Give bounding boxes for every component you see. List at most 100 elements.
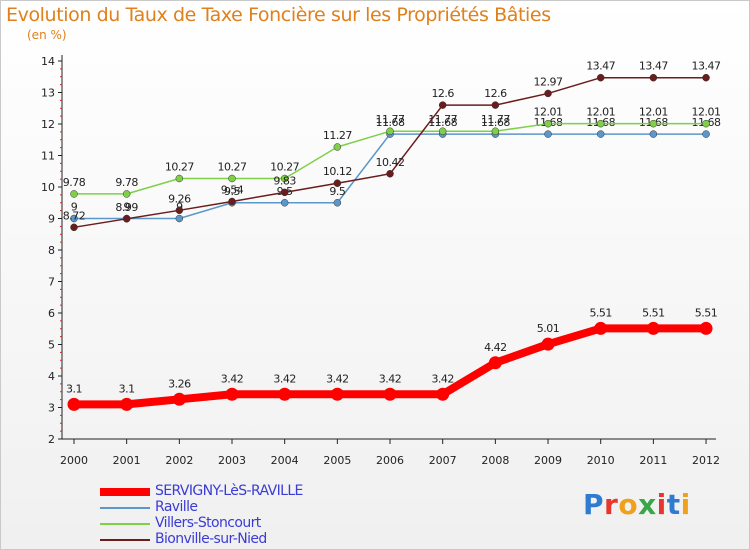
data-point bbox=[702, 130, 710, 138]
data-label: 9.5 bbox=[329, 185, 345, 198]
data-point bbox=[120, 397, 134, 411]
y-tick-label: 8 bbox=[48, 244, 55, 257]
data-point bbox=[436, 387, 450, 401]
data-point bbox=[333, 179, 342, 187]
chart-title: Evolution du Taux de Taxe Foncière sur l… bbox=[6, 4, 551, 26]
y-tick-label: 5 bbox=[48, 339, 55, 352]
y-tick-label: 9 bbox=[48, 213, 55, 226]
data-label: 9 bbox=[123, 201, 130, 214]
y-tick-label: 4 bbox=[48, 370, 55, 383]
logo-letter: o bbox=[618, 488, 639, 521]
x-tick-label: 2003 bbox=[218, 454, 246, 467]
data-point bbox=[596, 130, 605, 138]
data-label: 3.42 bbox=[221, 372, 244, 385]
data-label: 9.78 bbox=[63, 176, 86, 189]
data-label: 11.68 bbox=[428, 116, 457, 129]
data-label: 3.42 bbox=[273, 372, 296, 385]
data-point bbox=[646, 321, 660, 335]
data-label: 5.51 bbox=[589, 306, 612, 319]
legend-swatch bbox=[100, 488, 150, 496]
proxiti-logo: Proxiti bbox=[583, 488, 691, 521]
data-point bbox=[67, 397, 81, 411]
data-point bbox=[175, 206, 184, 215]
data-point bbox=[544, 130, 552, 138]
data-point bbox=[488, 356, 502, 370]
data-point bbox=[280, 199, 289, 207]
data-label: 13.47 bbox=[692, 60, 721, 73]
x-tick-label: 2002 bbox=[165, 454, 193, 467]
data-point bbox=[491, 101, 500, 109]
data-point bbox=[175, 214, 184, 223]
data-point bbox=[225, 387, 239, 401]
data-point bbox=[541, 337, 555, 351]
y-tick-label: 10 bbox=[41, 181, 55, 194]
data-label: 3.42 bbox=[431, 372, 454, 385]
chart-unit: (en %) bbox=[27, 28, 67, 42]
x-tick-label: 2008 bbox=[481, 454, 509, 467]
data-label: 5.51 bbox=[695, 306, 718, 319]
x-tick-label: 2001 bbox=[113, 454, 141, 467]
legend-swatch bbox=[100, 539, 150, 541]
data-label: 13.47 bbox=[586, 60, 615, 73]
data-label: 4.42 bbox=[484, 341, 507, 354]
y-tick-label: 11 bbox=[41, 150, 55, 163]
y-tick-label: 6 bbox=[48, 307, 55, 320]
data-point bbox=[333, 199, 342, 207]
x-tick-label: 2007 bbox=[429, 454, 457, 467]
data-label: 11.27 bbox=[323, 129, 352, 142]
data-label: 11.68 bbox=[376, 116, 405, 129]
legend-label: Bionville-sur-Nied bbox=[155, 531, 267, 547]
data-label: 3.26 bbox=[168, 377, 191, 390]
x-tick-label: 2000 bbox=[60, 454, 88, 467]
data-point bbox=[491, 127, 500, 135]
data-point bbox=[386, 127, 394, 135]
data-label: 8.99 bbox=[115, 201, 138, 214]
logo-letter: P bbox=[583, 488, 605, 521]
legend-swatch bbox=[100, 507, 150, 509]
data-label: 9.78 bbox=[115, 176, 138, 189]
data-point bbox=[330, 387, 344, 401]
legend-label: Villers-Stoncourt bbox=[155, 515, 261, 531]
data-point bbox=[649, 73, 658, 82]
data-label: 10.27 bbox=[270, 160, 299, 173]
data-point bbox=[228, 197, 236, 206]
data-label: 3.1 bbox=[66, 382, 82, 395]
logo-letter: r bbox=[604, 488, 619, 521]
data-label: 12.01 bbox=[692, 106, 721, 119]
data-point bbox=[280, 188, 289, 197]
data-point bbox=[122, 190, 131, 198]
y-tick-label: 13 bbox=[41, 87, 55, 100]
x-tick-label: 2006 bbox=[376, 454, 404, 467]
data-label: 12.01 bbox=[534, 106, 563, 119]
data-label: 12.01 bbox=[586, 106, 615, 119]
legend-swatch bbox=[100, 523, 150, 525]
data-point bbox=[386, 170, 394, 178]
data-label: 11.77 bbox=[376, 113, 405, 126]
data-label: 12.6 bbox=[484, 87, 507, 100]
logo-letter: i bbox=[680, 488, 691, 521]
y-tick-label: 12 bbox=[41, 118, 55, 131]
data-label: 9.5 bbox=[224, 185, 240, 198]
x-tick-label: 2010 bbox=[587, 454, 615, 467]
data-point bbox=[649, 130, 658, 138]
y-tick-label: 14 bbox=[41, 55, 55, 68]
x-tick-label: 2012 bbox=[692, 454, 720, 467]
data-point bbox=[122, 215, 131, 223]
data-point bbox=[438, 127, 447, 135]
data-label: 12.01 bbox=[639, 106, 668, 119]
data-point bbox=[702, 119, 710, 128]
data-label: 3.42 bbox=[379, 372, 402, 385]
data-label: 3.42 bbox=[326, 372, 349, 385]
data-label: 5.01 bbox=[537, 322, 560, 335]
data-label: 8.72 bbox=[63, 209, 86, 222]
data-point bbox=[544, 89, 552, 98]
data-label: 13.47 bbox=[639, 60, 668, 73]
data-point bbox=[228, 174, 236, 183]
data-point bbox=[280, 174, 289, 183]
data-point bbox=[702, 73, 710, 82]
data-label: 5.51 bbox=[642, 306, 665, 319]
data-point bbox=[699, 321, 713, 335]
data-label: 10.27 bbox=[165, 160, 194, 173]
data-label: 11.77 bbox=[428, 113, 457, 126]
